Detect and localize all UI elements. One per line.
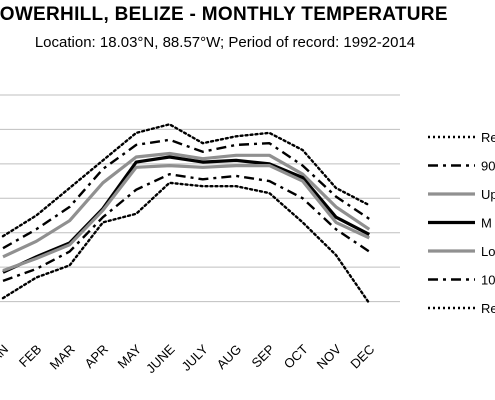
legend-label: 10 (481, 273, 495, 288)
x-tick-label: OCT (281, 341, 311, 371)
x-tick-label: DEC (347, 342, 377, 372)
series-line-5 (2, 164, 370, 273)
x-tick-label: JAN (0, 342, 11, 370)
legend: Re 90 Up M Lo 10 Re (428, 130, 495, 316)
legend-label: M (481, 216, 492, 231)
series-line-4 (2, 155, 371, 274)
series-line-6 (2, 172, 370, 283)
x-tick-label: NOV (314, 341, 345, 372)
legend-label: 90 (481, 159, 495, 174)
x-tick-label: SEP (249, 342, 278, 371)
series-line-1 (1, 123, 371, 238)
series-line-7 (1, 181, 371, 305)
x-tick-label: MAR (47, 342, 78, 373)
chart-subtitle: Location: 18.03°N, 88.57°W; Period of re… (34, 34, 416, 51)
series-layer (1, 123, 371, 305)
legend-label: Up (481, 187, 495, 202)
series-line-2 (2, 138, 370, 250)
legend-label: Re (481, 130, 495, 145)
chart-title: TOWERHILL, BELIZE - MONTHLY TEMPERATURE (0, 4, 448, 25)
legend-label: Re (481, 301, 495, 316)
x-tick-label: APR (82, 342, 112, 372)
legend-label: Lo (481, 244, 495, 259)
x-tick-label: FEB (16, 342, 44, 370)
x-tick-label: JUNE (143, 341, 178, 376)
x-tick-label: AUG (214, 342, 245, 373)
x-tick-label: MAY (114, 341, 144, 371)
x-tick-label: JULY (179, 341, 212, 374)
series-line-3 (2, 151, 371, 259)
